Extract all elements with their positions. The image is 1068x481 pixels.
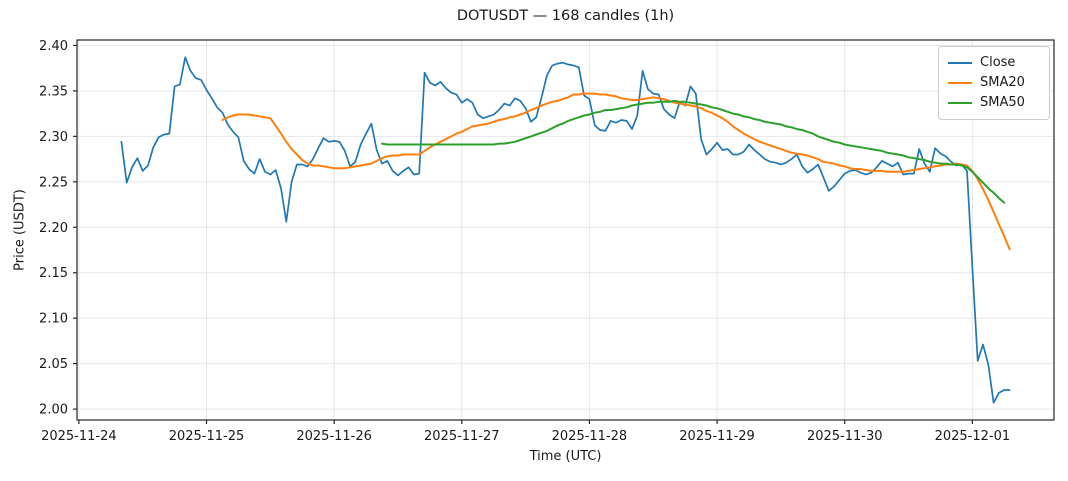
x-tick-label: 2025-11-26 xyxy=(296,429,372,444)
y-tick-label: 2.40 xyxy=(39,39,68,54)
x-tick-label: 2025-11-24 xyxy=(41,429,117,444)
legend-label-sma20: SMA20 xyxy=(980,75,1025,90)
y-tick-label: 2.00 xyxy=(39,403,68,418)
y-tick-label: 2.05 xyxy=(39,357,68,372)
y-tick-label: 2.25 xyxy=(39,175,68,190)
sma50-line xyxy=(381,99,1006,204)
sma20-line xyxy=(221,92,1011,251)
legend-item-close: Close xyxy=(948,53,1039,73)
legend-item-sma20: SMA20 xyxy=(948,73,1039,93)
x-tick-label: 2025-11-25 xyxy=(169,429,245,444)
close-line xyxy=(120,56,1011,404)
x-tick-label: 2025-11-30 xyxy=(807,429,883,444)
chart-title: DOTUSDT — 168 candles (1h) xyxy=(456,8,675,24)
y-axis-label: Price (USDT) xyxy=(12,189,28,271)
y-tick-label: 2.15 xyxy=(39,266,68,281)
y-tick-label: 2.35 xyxy=(39,84,68,99)
legend-item-sma50: SMA50 xyxy=(948,93,1039,113)
x-axis-label: Time (UTC) xyxy=(529,449,602,464)
legend-label-sma50: SMA50 xyxy=(980,95,1025,110)
x-tick-label: 2025-12-01 xyxy=(935,429,1011,444)
sma20-line-swatch-icon xyxy=(948,82,972,84)
legend-label-close: Close xyxy=(980,55,1016,70)
y-tick-label: 2.10 xyxy=(39,312,68,327)
close-line-swatch-icon xyxy=(948,62,972,64)
x-tick-label: 2025-11-27 xyxy=(424,429,500,444)
y-tick-label: 2.30 xyxy=(39,130,68,145)
x-tick-label: 2025-11-28 xyxy=(552,429,628,444)
sma50-line-swatch-icon xyxy=(948,102,972,104)
plot-border xyxy=(76,39,1055,421)
legend: Close SMA20 SMA50 xyxy=(938,46,1050,120)
x-tick-label: 2025-11-29 xyxy=(679,429,755,444)
y-tick-label: 2.20 xyxy=(39,221,68,236)
